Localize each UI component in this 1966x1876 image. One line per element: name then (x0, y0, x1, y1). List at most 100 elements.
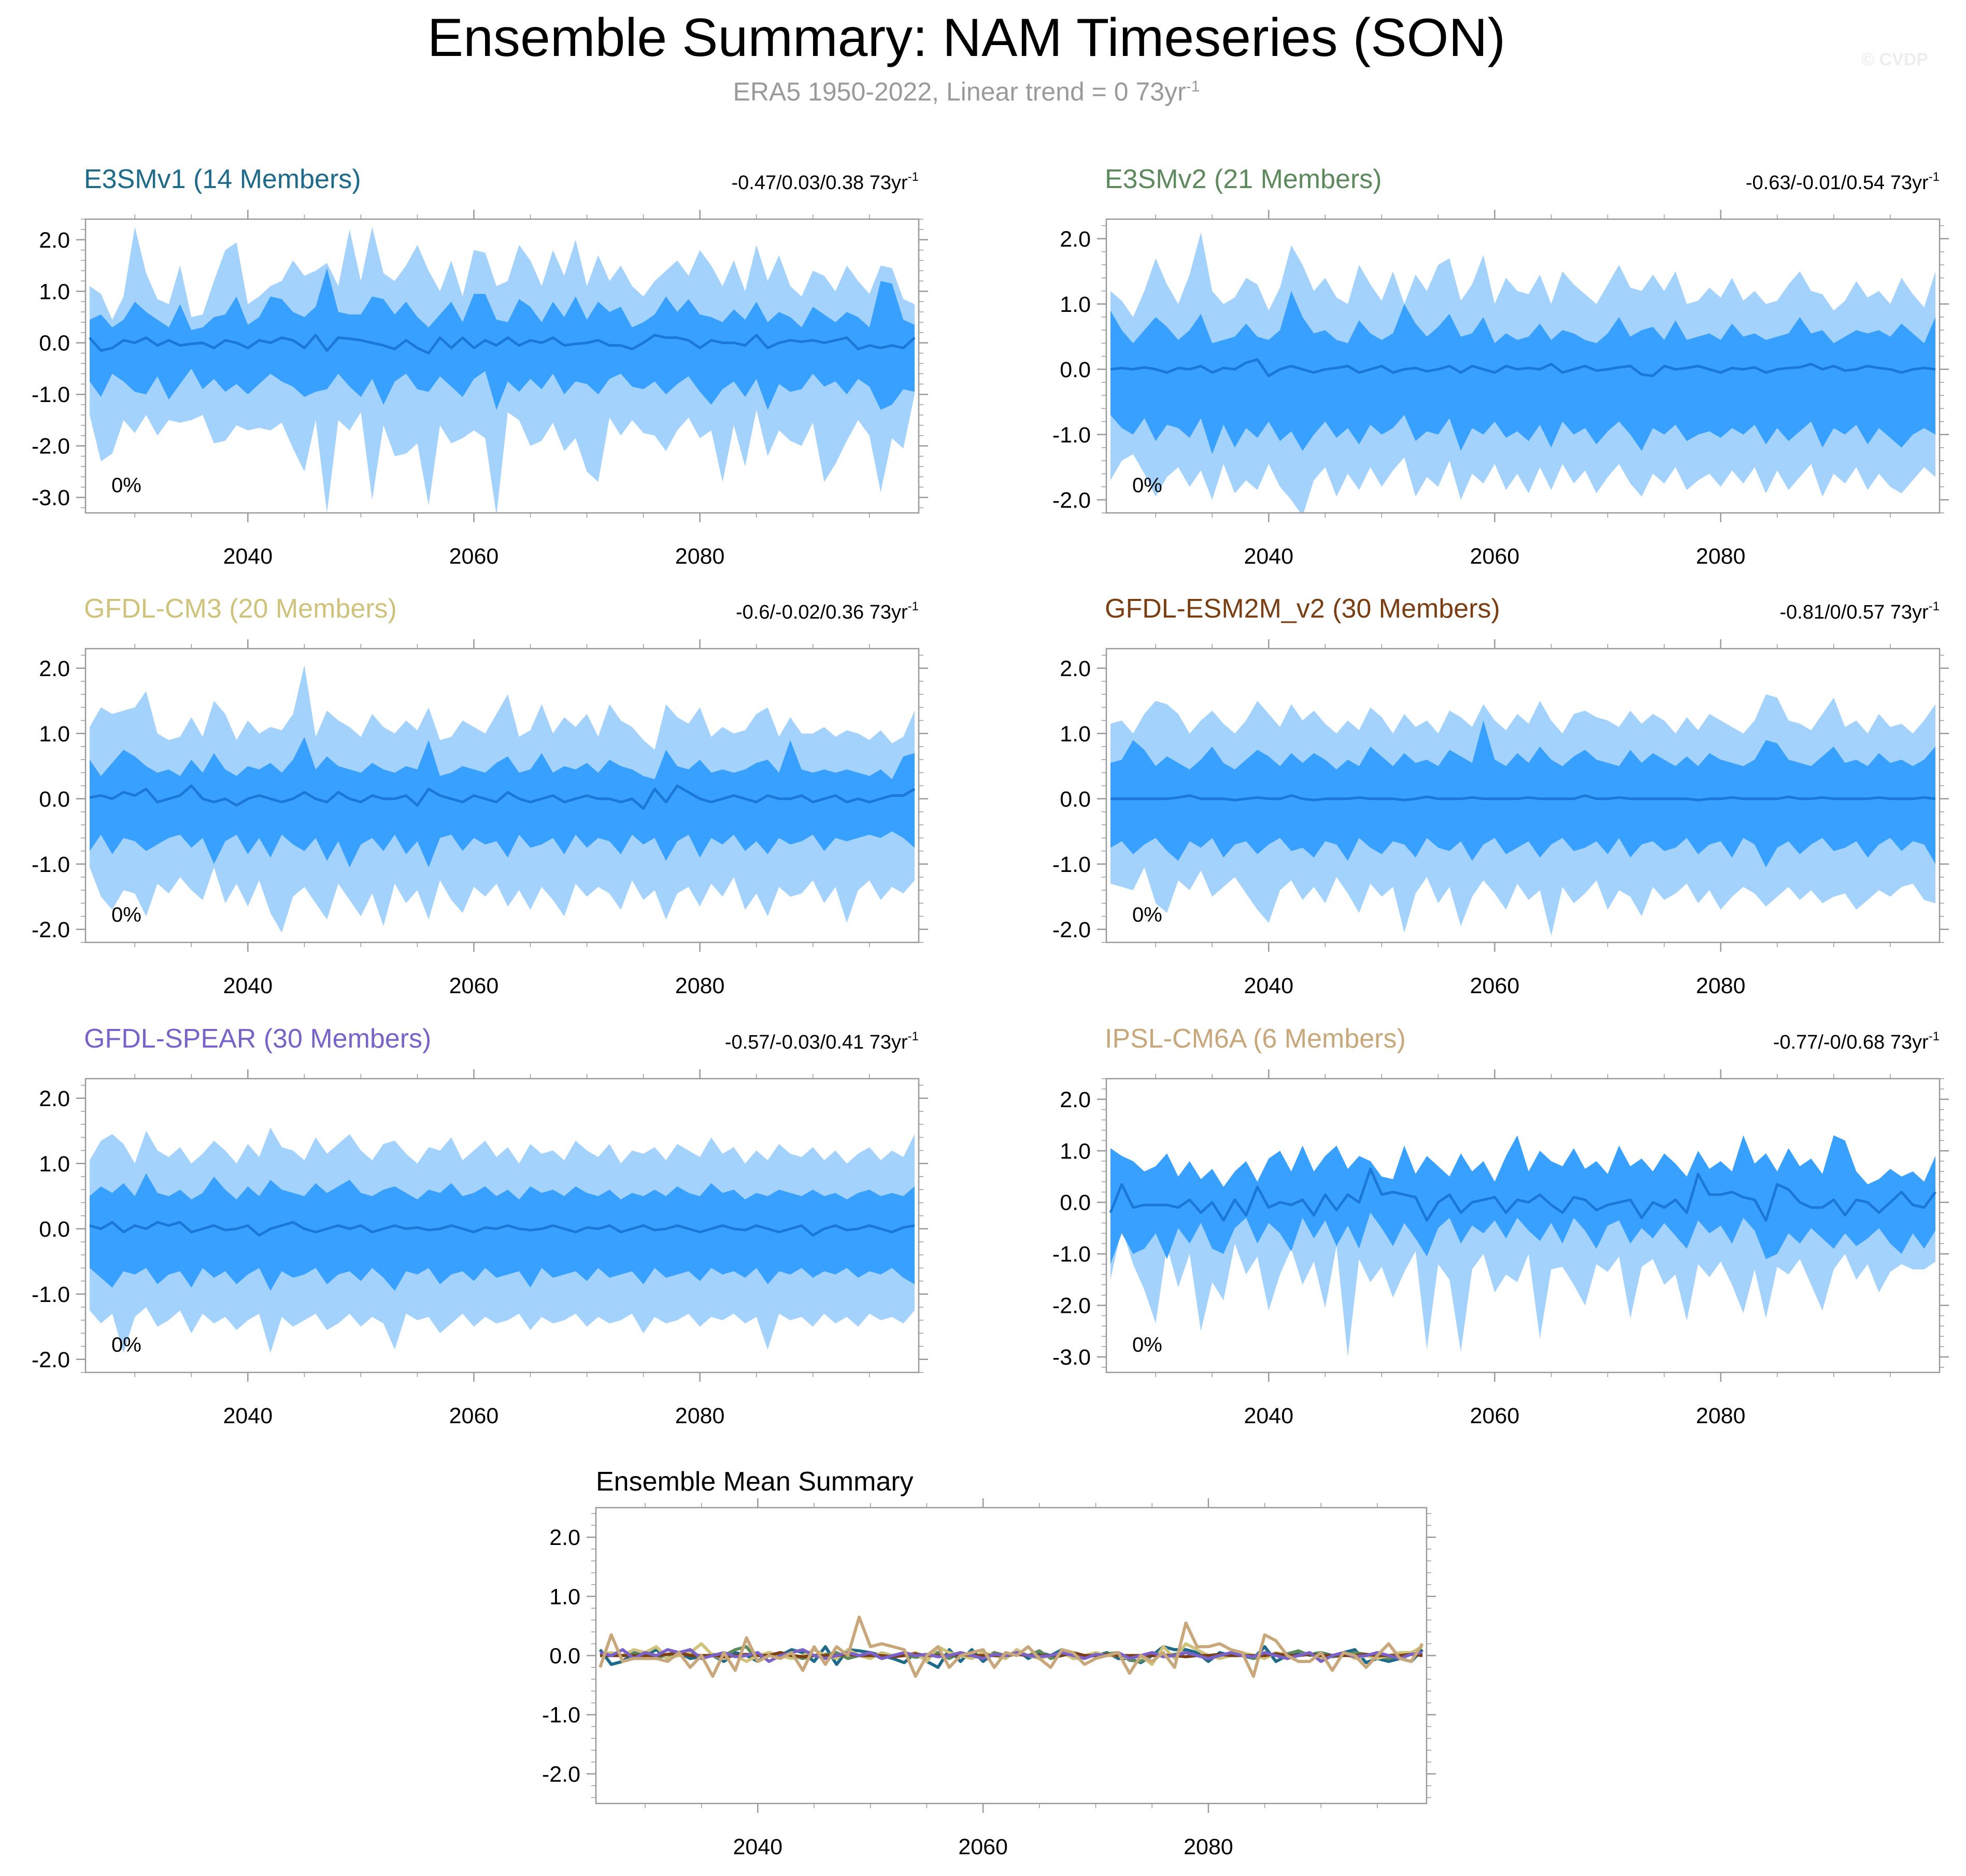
y-tick-label: -1.0 (1052, 1242, 1091, 1267)
chart-panel-3: 2.0 1.0 0.0 -1.0 -2.0 2040 2060 2080 GFDL-CM3 (2… (32, 594, 928, 998)
x-tick-label: 2040 (223, 544, 273, 569)
y-tick-label: 1.0 (549, 1584, 580, 1609)
panel-title: IPSL-CM6A (6 Members) (1105, 1024, 1406, 1054)
plot-frame (84, 648, 920, 943)
y-tick-label: -1.0 (32, 1282, 70, 1307)
y-tick-label: -3.0 (1052, 1345, 1091, 1370)
x-tick-label: 2040 (733, 1835, 783, 1859)
y-tick-label: 1.0 (39, 1152, 70, 1177)
plot-frame (84, 218, 920, 514)
panel-title: E3SMv1 (14 Members) (84, 164, 361, 194)
y-tick-label: 2.0 (39, 1086, 70, 1111)
watermark: © CVDP (1861, 50, 1928, 69)
panel-trend-stat: -0.57/-0.03/0.41 73yr-1 (725, 1029, 919, 1053)
plot-area (89, 226, 916, 513)
x-tick-label: 2040 (1244, 544, 1293, 569)
panel-trend-stat: -0.81/0/0.57 73yr-1 (1779, 599, 1940, 623)
x-tick-label: 2060 (449, 973, 499, 998)
y-tick-label: 0.0 (549, 1644, 580, 1669)
chart-panel-5: 2.0 1.0 0.0 -1.0 -2.0 2040 2060 2080 GFDL-SPEAR … (32, 1024, 928, 1428)
panel-trend-stat-text: -0.77/-0/0.68 73yr (1773, 1032, 1929, 1053)
panel-percent-label: 0% (1132, 474, 1162, 497)
y-tick-label: 2.0 (549, 1525, 580, 1550)
plot-frame (1105, 1078, 1941, 1373)
median-line (1110, 794, 1936, 801)
plot-area (599, 1615, 1424, 1678)
median-line (89, 334, 916, 355)
x-tick-label: 2080 (1696, 973, 1746, 998)
x-tick-label: 2080 (1696, 544, 1746, 569)
y-tick-label: 2.0 (39, 228, 70, 253)
inner-band (90, 737, 915, 868)
panel-trend-stat-superscript: -1 (1929, 1029, 1940, 1043)
panel-trend-stat: -0.63/-0.01/0.54 73yr-1 (1746, 170, 1940, 194)
median-line (89, 1221, 915, 1237)
panel-trend-stat-superscript: -1 (1929, 170, 1940, 184)
y-tick-label: 0.0 (39, 331, 70, 356)
inner-band (1110, 720, 1935, 868)
x-tick-label: 2040 (1244, 973, 1293, 998)
x-tick-label: 2040 (223, 973, 273, 998)
chart-panel-4: 2.0 1.0 0.0 -1.0 -2.0 2040 2060 2080 GFDL-ESM2M_… (1052, 594, 1949, 998)
plot-frame (1105, 648, 1941, 943)
panel-trend-stat-superscript: -1 (908, 170, 919, 184)
median-line (1109, 1167, 1937, 1222)
plot-area (1109, 1135, 1937, 1357)
plot-area (1110, 694, 1936, 936)
y-tick-label: 1.0 (39, 279, 70, 304)
panel-title: E3SMv2 (21 Members) (1105, 164, 1382, 194)
x-tick-label: 2040 (223, 1404, 273, 1428)
y-tick-label: 1.0 (1060, 722, 1091, 747)
panel-trend-stat-superscript: -1 (908, 599, 919, 613)
y-tick-label: -2.0 (32, 918, 70, 942)
y-tick-label: -2.0 (1052, 1294, 1091, 1319)
x-tick-label: 2040 (1244, 1404, 1293, 1428)
panel-trend-stat-text: -0.57/-0.03/0.41 73yr (725, 1032, 908, 1053)
x-tick-label: 2080 (1696, 1404, 1746, 1428)
y-tick-label: 2.0 (1060, 656, 1091, 681)
subtitle: ERA5 1950-2022, Linear trend = 0 73yr-1 (0, 77, 1933, 107)
y-tick-label: 0.0 (1060, 357, 1091, 382)
panel-percent-label: 0% (111, 474, 141, 497)
plot-area (1110, 232, 1936, 513)
x-tick-label: 2060 (1470, 973, 1520, 998)
panel-trend-stat-superscript: -1 (908, 1029, 919, 1043)
y-tick-label: 1.0 (39, 722, 70, 747)
y-tick-label: 1.0 (1060, 1139, 1091, 1164)
y-tick-label: -2.0 (32, 1348, 70, 1372)
y-tick-label: -1.0 (32, 382, 70, 407)
mean-series-line-6 (599, 1615, 1424, 1678)
panel-trend-stat-text: -0.81/0/0.57 73yr (1779, 602, 1929, 623)
plot-area (89, 1127, 915, 1353)
x-tick-label: 2080 (675, 544, 725, 569)
median-line (1110, 358, 1936, 377)
y-tick-label: -2.0 (1052, 488, 1091, 513)
inner-band (90, 268, 915, 410)
y-tick-label: 0.0 (39, 1217, 70, 1242)
y-tick-label: 2.0 (39, 656, 70, 681)
y-tick-label: -1.0 (1052, 423, 1091, 448)
panel-trend-stat: -0.77/-0/0.68 73yr-1 (1773, 1029, 1940, 1053)
panel-percent-label: 0% (111, 904, 141, 926)
plot-frame (1105, 218, 1941, 514)
panel-percent-label: 0% (1132, 904, 1162, 926)
y-tick-label: 2.0 (1060, 227, 1091, 252)
panel-trend-stat: -0.47/0.03/0.38 73yr-1 (732, 170, 919, 194)
inner-band (1110, 291, 1935, 454)
y-tick-label: 0.0 (1060, 787, 1091, 812)
inner-band (90, 1173, 915, 1291)
x-tick-label: 2060 (1470, 544, 1520, 569)
mean-panel-title: Ensemble Mean Summary (596, 1467, 914, 1497)
panel-title: GFDL-CM3 (20 Members) (84, 594, 397, 624)
panel-trend-stat-text: -0.63/-0.01/0.54 73yr (1746, 172, 1929, 194)
x-tick-label: 2060 (449, 544, 499, 569)
y-tick-label: 1.0 (1060, 292, 1091, 317)
y-tick-label: 0.0 (39, 787, 70, 812)
y-tick-label: 0.0 (1060, 1191, 1091, 1215)
panel-trend-stat-superscript: -1 (1929, 599, 1940, 613)
y-tick-label: -1.0 (32, 852, 70, 877)
y-tick-label: 2.0 (1060, 1087, 1091, 1112)
y-tick-label: -3.0 (32, 485, 70, 510)
subtitle-text: ERA5 1950-2022, Linear trend = 0 73yr (733, 77, 1186, 106)
